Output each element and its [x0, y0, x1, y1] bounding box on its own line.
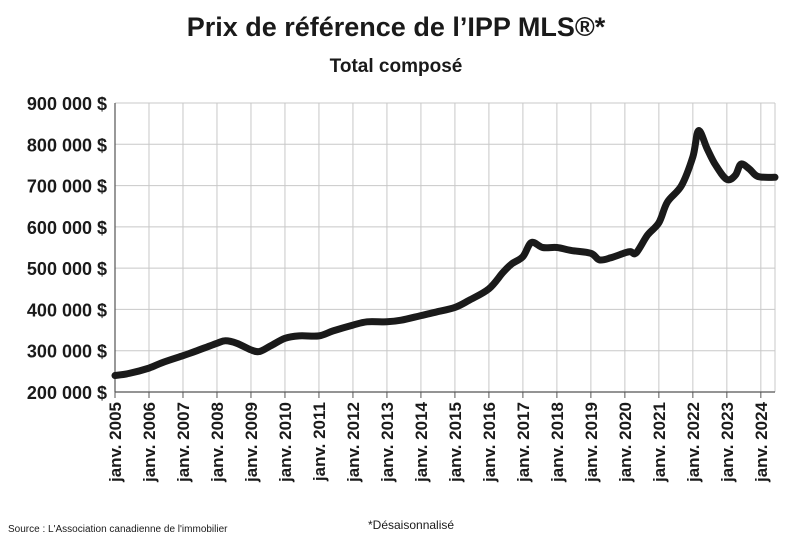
- x-tick-label: janv. 2016: [480, 402, 499, 483]
- x-tick-label: janv. 2023: [718, 402, 737, 483]
- x-tick-label: janv. 2015: [446, 402, 465, 483]
- y-tick-label: 800 000 $: [27, 135, 107, 155]
- chart-title: Prix de référence de l’IPP MLS®*: [186, 12, 606, 42]
- series-line: [111, 127, 779, 379]
- source-note: Source : L'Association canadienne de l'i…: [8, 524, 228, 535]
- x-tick-label: janv. 2006: [140, 402, 159, 483]
- x-tick-label: janv. 2011: [310, 402, 329, 482]
- x-tick-label: janv. 2013: [378, 402, 397, 483]
- x-tick-label: janv. 2008: [208, 402, 227, 483]
- x-tick-label: janv. 2019: [582, 402, 601, 483]
- seasonal-adjustment-note: *Désaisonnalisé: [368, 518, 455, 532]
- y-tick-label: 600 000 $: [27, 218, 107, 238]
- x-tick-label: janv. 2020: [616, 402, 635, 483]
- y-tick-label: 900 000 $: [27, 94, 107, 114]
- y-tick-label: 400 000 $: [27, 300, 107, 320]
- y-tick-label: 500 000 $: [27, 259, 107, 279]
- x-tick-label: janv. 2014: [412, 401, 431, 483]
- chart-subtitle: Total composé: [329, 56, 463, 77]
- y-tick-label: 700 000 $: [27, 177, 107, 197]
- y-tick-label: 300 000 $: [27, 342, 107, 362]
- x-tick-label: janv. 2009: [242, 402, 261, 483]
- x-tick-label: janv. 2024: [752, 401, 771, 483]
- y-tick-label: 200 000 $: [27, 383, 107, 403]
- x-tick-label: janv. 2021: [650, 402, 669, 483]
- x-tick-label: janv. 2017: [514, 402, 533, 483]
- x-tick-label: janv. 2022: [684, 402, 703, 483]
- x-tick-label: janv. 2005: [106, 402, 125, 483]
- x-tick-label: janv. 2007: [174, 402, 193, 483]
- x-tick-label: janv. 2018: [548, 402, 567, 483]
- x-tick-label: janv. 2010: [276, 402, 295, 483]
- x-tick-label: janv. 2012: [344, 402, 363, 483]
